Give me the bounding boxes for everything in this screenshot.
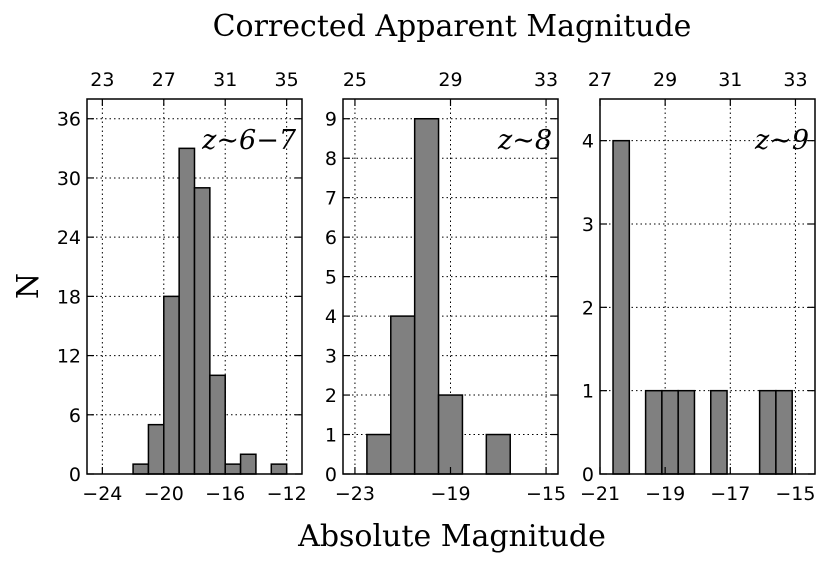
histogram-bar <box>413 117 440 475</box>
histogram-bar <box>710 389 728 475</box>
histogram-bar <box>224 463 242 475</box>
x-tick-label: −15 <box>775 483 815 505</box>
histogram-bar <box>758 389 777 475</box>
y-tick-label: 1 <box>325 425 337 447</box>
y-tick-label: 9 <box>325 109 337 131</box>
y-tick-label: 1 <box>582 381 594 403</box>
x-tick-label: −21 <box>580 483 620 505</box>
y-axis-label: N <box>11 273 46 299</box>
x-tick-label: −24 <box>82 483 122 505</box>
histogram-bar <box>147 423 165 475</box>
top-tick-label: 27 <box>588 69 612 91</box>
top-tick-label: 27 <box>152 69 176 91</box>
y-tick-label: 2 <box>325 385 337 407</box>
redshift-label: z∼6−7 <box>201 125 297 156</box>
y-tick-label: 30 <box>57 168 81 190</box>
histogram-bar <box>193 187 211 475</box>
y-tick-label: 4 <box>325 306 337 328</box>
y-tick-label: 18 <box>57 286 81 308</box>
y-tick-label: 12 <box>57 346 81 368</box>
x-tick-label: −20 <box>144 483 184 505</box>
y-tick-label: 0 <box>325 464 337 486</box>
figure-title: Corrected Apparent Magnitude <box>213 9 692 44</box>
panel-2: −23 −19 −15 25 29 33 0 1 2 3 4 5 6 7 8 9 z∼8 <box>325 69 566 505</box>
top-tick-label: 35 <box>275 69 299 91</box>
x-tick-label: −23 <box>335 483 375 505</box>
y-tick-label: 5 <box>325 267 337 289</box>
histogram-bar <box>612 139 631 475</box>
x-tick-label: −16 <box>205 483 245 505</box>
y-tick-label: 4 <box>582 131 594 153</box>
histogram-bar <box>644 389 663 475</box>
y-tick-label: 7 <box>325 188 337 210</box>
x-axis-label: Absolute Magnitude <box>297 519 606 554</box>
histogram-bar <box>163 295 180 475</box>
histogram-bar <box>132 463 150 475</box>
histogram-bar <box>209 374 226 475</box>
x-tick-label: −19 <box>645 483 685 505</box>
histogram-bar <box>485 433 511 475</box>
axes-frame <box>599 98 816 475</box>
x-tick-label: −17 <box>710 483 750 505</box>
axes-frame <box>86 98 303 475</box>
histogram-bar <box>390 315 416 475</box>
redshift-label: z∼8 <box>497 125 552 156</box>
histogram-bar <box>775 389 793 475</box>
y-tick-label: 24 <box>57 227 81 249</box>
histogram-bar <box>677 389 696 475</box>
y-tick-label: 0 <box>69 464 81 486</box>
histogram-bar <box>661 389 679 475</box>
x-tick-label: −15 <box>526 483 566 505</box>
top-tick-label: 31 <box>213 69 237 91</box>
top-tick-label: 25 <box>343 69 367 91</box>
histogram-bar <box>366 433 392 475</box>
top-tick-label: 31 <box>718 69 742 91</box>
histogram-bar <box>239 453 257 475</box>
histogram-bar <box>270 463 288 475</box>
x-tick-label: −19 <box>430 483 470 505</box>
y-tick-label: 8 <box>325 148 337 170</box>
histogram-bar <box>178 147 196 475</box>
top-tick-label: 33 <box>783 69 807 91</box>
y-tick-label: 36 <box>57 109 81 131</box>
y-tick-label: 2 <box>582 297 594 319</box>
y-tick-label: 3 <box>325 346 337 368</box>
top-tick-label: 29 <box>653 69 677 91</box>
top-tick-label: 33 <box>534 69 558 91</box>
histogram-bar <box>437 394 464 475</box>
y-tick-label: 6 <box>325 227 337 249</box>
top-tick-label: 29 <box>438 69 462 91</box>
y-tick-label: 6 <box>69 405 81 427</box>
x-tick-label: −12 <box>267 483 307 505</box>
top-tick-label: 23 <box>90 69 114 91</box>
y-tick-label: 3 <box>582 214 594 236</box>
redshift-label: z∼9 <box>754 125 809 156</box>
y-tick-label: 0 <box>582 464 594 486</box>
panel-1: −24 −20 −16 −12 23 27 31 35 0 6 12 18 24 30 36 z∼6−7 <box>57 69 307 505</box>
panel-3: −21 −19 −17 −15 27 29 31 33 0 1 2 3 4 z∼9 <box>580 69 816 505</box>
